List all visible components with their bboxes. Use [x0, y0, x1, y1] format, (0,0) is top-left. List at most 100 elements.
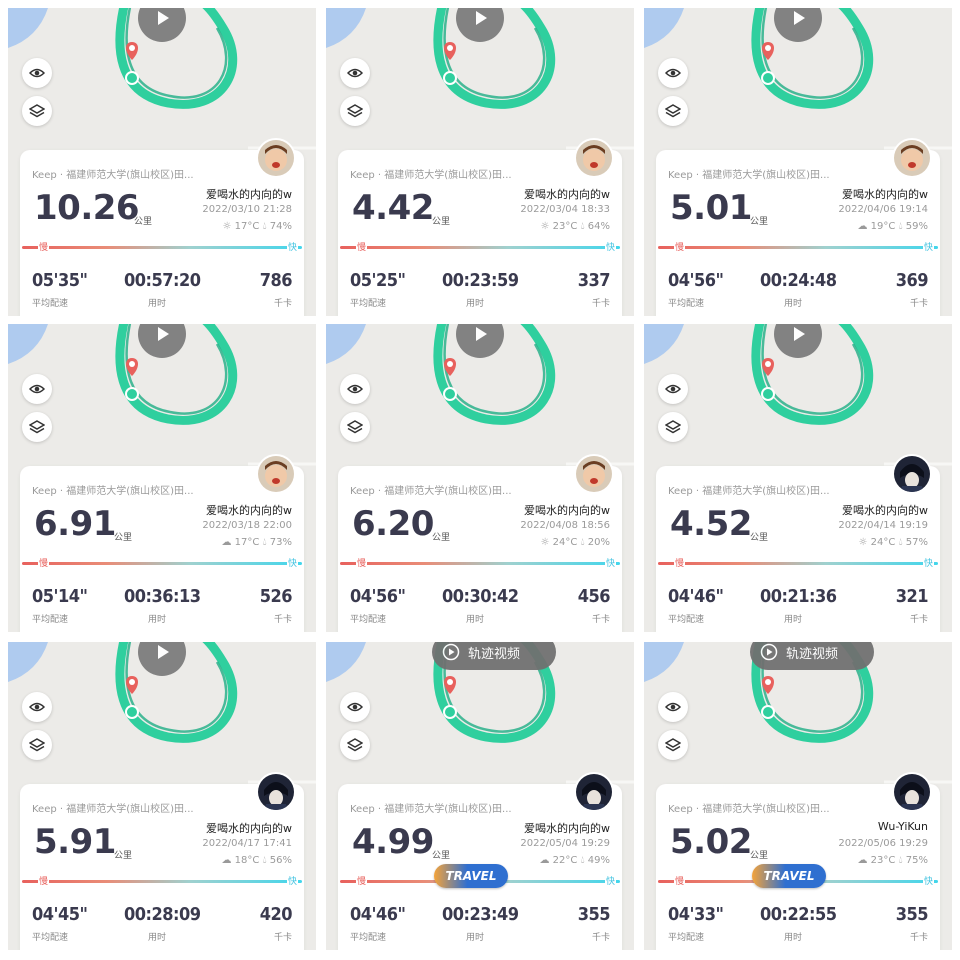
visibility-toggle[interactable]	[658, 692, 688, 722]
temperature: 18°C	[234, 855, 260, 866]
track-video-label: 轨迹视频	[786, 646, 839, 662]
calories-label: 千卡	[273, 933, 292, 943]
avatar-photo[interactable]	[574, 454, 614, 494]
humidity: 49%	[587, 855, 610, 866]
distance-value: 5.02	[670, 822, 752, 862]
humidity: 64%	[587, 221, 610, 232]
layers-button[interactable]	[658, 96, 688, 126]
visibility-toggle[interactable]	[22, 374, 52, 404]
distance-unit: 公里	[114, 851, 133, 861]
pace-fast-label: 快	[286, 240, 298, 253]
run-record-tile[interactable]: 轨迹视频 Keep · 福建师范大学(旗山校区)田... 5.02 公里 Wu-…	[644, 642, 952, 950]
avatar-photo[interactable]	[256, 138, 296, 178]
layers-button[interactable]	[340, 412, 370, 442]
avg-pace-label: 平均配速	[668, 615, 705, 625]
visibility-toggle[interactable]	[658, 374, 688, 404]
avatar-photo[interactable]	[574, 138, 614, 178]
calories-value: 369	[895, 270, 929, 291]
visibility-toggle[interactable]	[22, 692, 52, 722]
layers-button[interactable]	[658, 730, 688, 760]
track-video-button[interactable]: 轨迹视频	[750, 642, 874, 670]
humidity-icon: 💧︎	[262, 537, 267, 548]
avg-pace-label: 平均配速	[668, 299, 705, 309]
run-summary-card[interactable]: Keep · 福建师范大学(旗山校区)田... 4.42 公里 爱喝水的内向的w…	[338, 138, 622, 316]
run-record-tile[interactable]: Keep · 福建师范大学(旗山校区)田... 5.01 公里 爱喝水的内向的w…	[644, 8, 952, 316]
play-video-button[interactable]	[138, 642, 186, 676]
run-summary-card[interactable]: Keep · 福建师范大学(旗山校区)田... 4.99 公里 爱喝水的内向的w…	[338, 772, 622, 950]
source-location: Keep · 福建师范大学(旗山校区)田...	[668, 804, 830, 815]
track-video-label: 轨迹视频	[468, 646, 521, 662]
eye-icon	[29, 68, 45, 78]
run-summary-card[interactable]: Keep · 福建师范大学(旗山校区)田... 5.01 公里 爱喝水的内向的w…	[656, 138, 940, 316]
layers-icon	[29, 420, 45, 434]
run-record-tile[interactable]: 轨迹视频 Keep · 福建师范大学(旗山校区)田... 4.99 公里 爱喝水…	[326, 642, 634, 950]
run-datetime: 2022/04/17 17:41	[202, 838, 292, 849]
route-track	[115, 642, 238, 743]
travel-badge: TRAVEL	[434, 864, 508, 888]
visibility-toggle[interactable]	[340, 374, 370, 404]
calories-value: 321	[895, 586, 929, 607]
run-datetime: 2022/05/06 19:29	[838, 838, 928, 849]
pace-gradient-bar	[340, 246, 620, 249]
run-record-tile[interactable]: Keep · 福建师范大学(旗山校区)田... 6.91 公里 爱喝水的内向的w…	[8, 324, 316, 632]
layers-icon	[347, 104, 363, 118]
distance-value: 4.42	[352, 188, 434, 228]
run-summary-card[interactable]: Keep · 福建师范大学(旗山校区)田... 5.02 公里 Wu-YiKun…	[656, 772, 940, 950]
weather-info: ☼ 24°C 💧︎ 20%	[541, 537, 610, 548]
run-record-tile[interactable]: Keep · 福建师范大学(旗山校区)田... 10.26 公里 爱喝水的内向的…	[8, 8, 316, 316]
avatar-anime[interactable]	[892, 772, 932, 812]
distance-unit: 公里	[432, 533, 451, 543]
run-datetime: 2022/04/08 18:56	[520, 520, 610, 531]
temperature: 17°C	[234, 221, 260, 232]
source-location: Keep · 福建师范大学(旗山校区)田...	[32, 170, 194, 181]
username: 爱喝水的内向的w	[524, 504, 610, 517]
avatar-anime[interactable]	[892, 454, 932, 494]
layers-button[interactable]	[658, 412, 688, 442]
visibility-toggle[interactable]	[340, 692, 370, 722]
duration-label: 用时	[148, 615, 167, 625]
eye-icon	[29, 384, 45, 394]
humidity: 73%	[269, 537, 292, 548]
distance-value: 6.20	[352, 504, 434, 544]
run-summary-card[interactable]: Keep · 福建师范大学(旗山校区)田... 5.91 公里 爱喝水的内向的w…	[20, 772, 304, 950]
track-video-button[interactable]: 轨迹视频	[432, 642, 556, 670]
layers-button[interactable]	[22, 96, 52, 126]
run-record-tile[interactable]: Keep · 福建师范大学(旗山校区)田... 4.42 公里 爱喝水的内向的w…	[326, 8, 634, 316]
layers-button[interactable]	[340, 96, 370, 126]
distance-value: 5.01	[670, 188, 752, 228]
run-record-tile[interactable]: Keep · 福建师范大学(旗山校区)田... 4.52 公里 爱喝水的内向的w…	[644, 324, 952, 632]
start-marker	[125, 387, 139, 401]
layers-button[interactable]	[22, 730, 52, 760]
avatar-anime[interactable]	[256, 772, 296, 812]
start-marker	[125, 71, 139, 85]
avg-pace-value: 05'14"	[32, 586, 88, 607]
run-datetime: 2022/05/04 19:29	[520, 838, 610, 849]
layers-button[interactable]	[340, 730, 370, 760]
run-summary-card[interactable]: Keep · 福建师范大学(旗山校区)田... 4.52 公里 爱喝水的内向的w…	[656, 454, 940, 632]
visibility-toggle[interactable]	[22, 58, 52, 88]
play-icon	[158, 327, 169, 341]
distance-unit: 公里	[432, 217, 451, 227]
layers-button[interactable]	[22, 412, 52, 442]
humidity: 56%	[269, 855, 292, 866]
run-summary-card[interactable]: Keep · 福建师范大学(旗山校区)田... 6.20 公里 爱喝水的内向的w…	[338, 454, 622, 632]
eye-icon	[665, 68, 681, 78]
run-summary-card[interactable]: Keep · 福建师范大学(旗山校区)田... 6.91 公里 爱喝水的内向的w…	[20, 454, 304, 632]
avatar-photo[interactable]	[892, 138, 932, 178]
humidity-icon: 💧︎	[898, 855, 903, 866]
play-video-button[interactable]	[774, 8, 822, 42]
avatar-photo[interactable]	[256, 454, 296, 494]
visibility-toggle[interactable]	[658, 58, 688, 88]
layers-icon	[347, 420, 363, 434]
end-marker	[126, 42, 138, 60]
run-summary-card[interactable]: Keep · 福建师范大学(旗山校区)田... 10.26 公里 爱喝水的内向的…	[20, 138, 304, 316]
end-marker	[444, 42, 456, 60]
avatar-anime[interactable]	[574, 772, 614, 812]
pace-gradient-bar	[658, 562, 938, 565]
start-marker	[125, 705, 139, 719]
run-record-tile[interactable]: Keep · 福建师范大学(旗山校区)田... 6.20 公里 爱喝水的内向的w…	[326, 324, 634, 632]
visibility-toggle[interactable]	[340, 58, 370, 88]
play-icon	[794, 327, 805, 341]
duration-value: 00:23:59	[442, 270, 519, 291]
run-record-tile[interactable]: Keep · 福建师范大学(旗山校区)田... 5.91 公里 爱喝水的内向的w…	[8, 642, 316, 950]
